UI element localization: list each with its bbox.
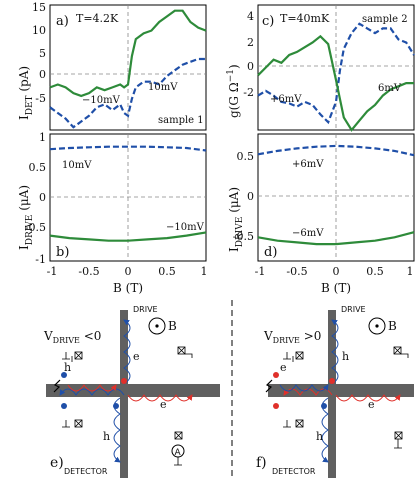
contact-symbols xyxy=(62,346,193,440)
schematic-f-label: f) xyxy=(256,455,267,471)
svg-text:-1: -1 xyxy=(35,253,46,266)
panel-a-series-blue: 10mV xyxy=(148,82,178,93)
ammeter-label: A xyxy=(175,448,182,458)
svg-text:-5: -5 xyxy=(35,92,46,105)
schematic-f-voltage: VDRIVE >0 xyxy=(263,329,321,345)
panel-c-series-green: 6mV xyxy=(378,83,402,94)
panel-d-ylabel: IDRIVE (μA) xyxy=(227,187,245,252)
panel-d-series-green: −6mV xyxy=(292,228,324,239)
schematic-e-label: e) xyxy=(50,455,64,471)
panel-d-yticks: 0.5 0 -0.5 xyxy=(233,150,254,243)
schematic-e-voltage: VDRIVE <0 xyxy=(43,329,101,345)
svg-text:15: 15 xyxy=(32,1,46,14)
svg-text:0: 0 xyxy=(39,68,46,81)
panel-a-ylabel: IDET (pA) xyxy=(17,66,35,120)
svg-text:0: 0 xyxy=(333,265,340,278)
series-line-a-0 xyxy=(49,9,207,98)
hall-bar-horizontal xyxy=(268,384,414,397)
panel-a-temp: T=4.2K xyxy=(76,12,119,25)
carrier-e-1: e xyxy=(133,350,140,363)
schematic-f-field: B xyxy=(388,319,397,333)
svg-text:0: 0 xyxy=(39,191,46,204)
x-ticks-right: -1 -0.5 0 0.5 1 xyxy=(255,265,414,278)
schematic-f: DRIVE DETECTOR VDRIVE >0 B f) e h h xyxy=(256,305,414,478)
contact-symbols xyxy=(283,346,409,449)
svg-text:2: 2 xyxy=(247,36,254,49)
field-out-icon xyxy=(148,317,166,335)
panel-a-series-green: −10mV xyxy=(82,95,121,106)
series-line-b-1 xyxy=(49,231,207,242)
carrier-h-1: h xyxy=(342,350,349,363)
svg-text:0: 0 xyxy=(247,60,254,73)
svg-text:4: 4 xyxy=(247,10,254,23)
series-line-d-1 xyxy=(257,231,415,246)
carrier-e-2: e xyxy=(368,398,375,411)
panel-c-series-blue: +6mV xyxy=(270,94,302,105)
panel-d-label: d) xyxy=(264,245,277,260)
carrier-e-2: e xyxy=(160,398,167,411)
svg-text:10: 10 xyxy=(32,24,46,37)
reference-lines xyxy=(50,5,414,261)
hall-bar-horizontal xyxy=(46,384,220,397)
svg-text:-0.5: -0.5 xyxy=(25,221,46,234)
schematic-f-drive: DRIVE xyxy=(341,305,366,314)
schematic-f-detector: DETECTOR xyxy=(272,467,316,476)
svg-text:0.5: 0.5 xyxy=(366,265,384,278)
panel-b-series-green: −10mV xyxy=(166,222,205,233)
series-line-b-0 xyxy=(49,145,207,152)
panel-d-series-blue: +6mV xyxy=(292,159,324,170)
panel-b-series-blue: 10mV xyxy=(62,160,92,171)
panel-c-ylabel: g(G Ω−1) xyxy=(226,64,241,118)
svg-text:0: 0 xyxy=(247,190,254,203)
panel-c-sample: sample 2 xyxy=(362,14,408,25)
svg-text:-1: -1 xyxy=(255,265,266,278)
series-line-c-1 xyxy=(257,34,414,132)
panel-b-ylabel: IDRIVE (μA) xyxy=(17,185,35,250)
svg-text:-0.5: -0.5 xyxy=(286,265,307,278)
svg-text:0.5: 0.5 xyxy=(158,265,176,278)
carrier-h-2: h xyxy=(103,430,110,443)
panel-b-label: b) xyxy=(56,245,69,260)
x-label-right: B (T) xyxy=(321,281,351,295)
svg-text:0.5: 0.5 xyxy=(29,161,47,174)
panel-c-temp: T=40mK xyxy=(280,12,330,25)
svg-text:-2: -2 xyxy=(243,86,254,99)
schematic-e: DRIVE DETECTOR VDRIVE <0 B e) A xyxy=(43,305,220,478)
panel-a-yticks: 15 10 5 0 -5 xyxy=(32,1,46,105)
svg-text:-1: -1 xyxy=(47,265,58,278)
svg-text:0.5: 0.5 xyxy=(237,150,255,163)
carrier-h-2: h xyxy=(316,430,323,443)
schematic-e-field: B xyxy=(168,319,177,333)
svg-text:5: 5 xyxy=(39,47,46,60)
panel-a-sample: sample 1 xyxy=(158,115,204,126)
x-label-left: B (T) xyxy=(113,281,143,295)
schematic-e-detector: DETECTOR xyxy=(64,467,108,476)
curves xyxy=(49,9,415,246)
svg-text:-0.5: -0.5 xyxy=(78,265,99,278)
series-line-d-0 xyxy=(257,144,415,157)
panel-b-yticks: 1 0.5 0 -0.5 -1 xyxy=(25,131,46,266)
carrier-h-1: h xyxy=(64,361,71,374)
panel-c-yticks: 4 2 0 -2 xyxy=(243,10,254,99)
x-ticks-left: -1 -0.5 0 0.5 1 xyxy=(47,265,208,278)
panel-a-label: a) xyxy=(56,14,69,29)
svg-text:1: 1 xyxy=(39,131,46,144)
svg-text:-0.5: -0.5 xyxy=(233,230,254,243)
schematic-e-drive: DRIVE xyxy=(133,305,158,314)
panel-c-label: c) xyxy=(262,14,274,29)
field-out-icon xyxy=(368,317,386,335)
carrier-e-1: e xyxy=(280,361,287,374)
svg-text:1: 1 xyxy=(407,265,414,278)
series-line-a-1 xyxy=(49,57,206,129)
series-line-c-0 xyxy=(257,22,415,125)
svg-text:1: 1 xyxy=(201,265,208,278)
svg-text:0: 0 xyxy=(125,265,132,278)
